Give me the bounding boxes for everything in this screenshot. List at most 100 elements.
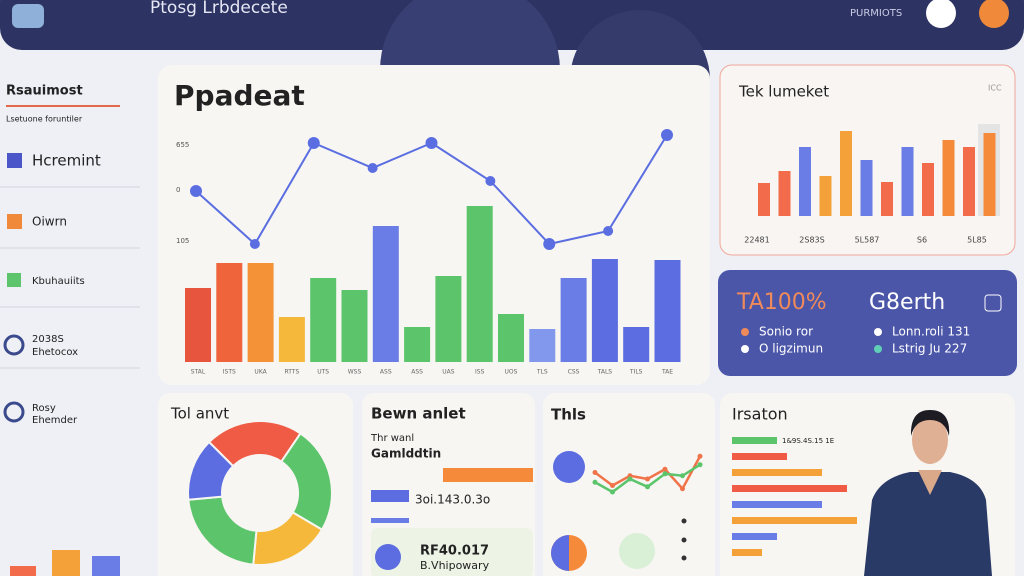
x-tick-label: 22481 xyxy=(744,236,769,245)
trend-point xyxy=(645,476,650,482)
nav-icon xyxy=(7,153,22,168)
trend-point xyxy=(645,484,650,490)
hbar xyxy=(732,437,777,444)
hbar xyxy=(732,549,762,556)
nav-item[interactable]: Rosy xyxy=(32,403,56,414)
icon xyxy=(551,535,569,571)
trend-point xyxy=(662,466,668,472)
icon xyxy=(553,451,585,483)
nav-item[interactable]: Oiwrn xyxy=(32,215,67,229)
growth-label: G8erth xyxy=(869,290,945,315)
card-title: Tek lumeket xyxy=(738,83,829,101)
icon[interactable] xyxy=(984,294,1002,312)
bar xyxy=(963,147,975,216)
amount: 3oi.143.0.3o xyxy=(415,493,490,507)
text: Gamlddtin xyxy=(371,447,441,461)
nav-item[interactable]: 2038S xyxy=(32,334,64,345)
text: Thr wanl xyxy=(370,433,414,444)
growth-headline: TA100% xyxy=(736,290,827,315)
trend-point xyxy=(592,479,598,485)
trend-point xyxy=(697,462,703,468)
nav-item-sub: Ehetocox xyxy=(32,347,78,358)
bar xyxy=(922,163,934,216)
bar xyxy=(560,278,587,362)
x-tick-label: TAE xyxy=(661,369,673,376)
trend-point xyxy=(662,471,668,477)
bar xyxy=(216,263,243,362)
deco-bar xyxy=(10,566,36,576)
logo[interactable] xyxy=(12,4,44,28)
line-point xyxy=(367,163,378,173)
deco-bar xyxy=(443,468,533,482)
line-point xyxy=(603,226,614,236)
bar xyxy=(247,263,274,362)
x-tick-label: WSS xyxy=(348,369,362,376)
hbar xyxy=(732,453,787,460)
x-tick-label: ASS xyxy=(411,369,423,376)
x-tick-label: STAL xyxy=(191,369,206,376)
hbar xyxy=(732,533,777,540)
header-badge: PURMIOTS xyxy=(850,8,902,19)
line-point xyxy=(307,137,320,149)
line-point xyxy=(425,137,438,149)
bar xyxy=(529,329,556,362)
hbar xyxy=(732,469,822,476)
hbar xyxy=(732,501,822,508)
x-tick-label: S6 xyxy=(917,236,927,245)
x-tick-label: CSS xyxy=(568,369,580,376)
bar xyxy=(819,176,832,216)
dot xyxy=(681,537,687,543)
bar xyxy=(591,259,618,362)
total-sub: B.Vhipowary xyxy=(420,559,490,572)
bullet-text: Sonio ror xyxy=(759,325,813,339)
card-title: Bewn anlet xyxy=(371,405,466,423)
card xyxy=(718,270,1017,376)
nav-item[interactable]: Hcremint xyxy=(32,152,101,170)
x-tick-label: ISS xyxy=(475,369,485,376)
x-tick-label: TALS xyxy=(597,369,613,376)
trend-point xyxy=(697,453,703,459)
bar xyxy=(185,288,211,362)
hbar xyxy=(732,485,847,492)
card xyxy=(543,393,715,576)
bullet-text: O ligzimun xyxy=(759,342,823,356)
bar xyxy=(654,260,681,362)
nav-item[interactable]: Kbuhauiits xyxy=(32,276,85,287)
trend-point xyxy=(610,483,615,488)
bullet-text: Lstrig Ju 227 xyxy=(892,342,967,356)
shirt xyxy=(864,472,992,576)
x-tick-label: ISTS xyxy=(223,369,236,376)
x-tick-label: 2S83S xyxy=(799,236,824,245)
nav-icon xyxy=(3,334,25,356)
trend-point xyxy=(627,476,633,482)
x-tick-label: RTTS xyxy=(285,369,300,376)
line-point xyxy=(485,176,496,186)
bar xyxy=(623,327,650,362)
dot xyxy=(681,555,687,561)
bar xyxy=(404,327,431,362)
x-tick-label: ASS xyxy=(380,369,392,376)
deco-bar xyxy=(371,490,409,502)
trend-point xyxy=(680,486,685,492)
nav-icon xyxy=(7,214,22,229)
profile-button[interactable] xyxy=(926,0,956,28)
nav-item-sub: Ehemder xyxy=(32,415,78,426)
axis-label: 105 xyxy=(176,237,189,245)
settings-button[interactable] xyxy=(979,0,1009,28)
x-tick-label: UOS xyxy=(505,369,518,376)
bar xyxy=(901,147,914,216)
header-title: Ptosg Lrbdecete xyxy=(150,0,288,18)
x-tick-label: 5L587 xyxy=(855,236,880,245)
bar xyxy=(435,276,462,362)
bar xyxy=(860,160,873,216)
bar xyxy=(341,290,368,362)
icon xyxy=(375,544,401,570)
hbar xyxy=(732,517,857,524)
total: RF40.017 xyxy=(420,544,489,559)
line-point xyxy=(190,185,202,197)
bullet-dot xyxy=(874,345,882,353)
deco-bar xyxy=(371,518,409,523)
row-label: 1&9S.4S.15 1E xyxy=(782,437,834,445)
